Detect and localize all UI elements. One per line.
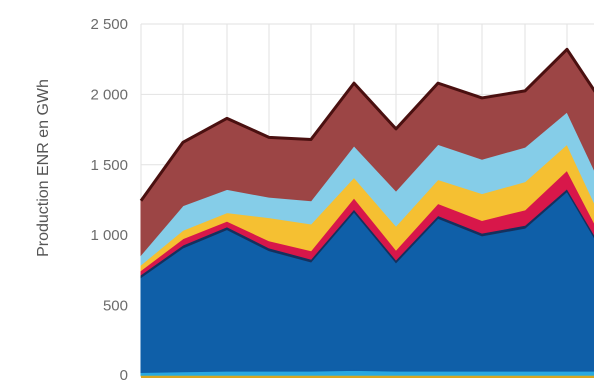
y-tick-label-1: 500	[103, 298, 128, 315]
y-tick-label-5: 2 500	[90, 16, 128, 33]
y-tick-label-3: 1 500	[90, 157, 128, 174]
y-tick-label-2: 1 000	[90, 227, 128, 244]
total-line	[139, 47, 594, 202]
y-tick-label-4: 2 000	[90, 86, 128, 103]
y-axis-ticks: 0 500 1 000 1 500 2 000 2 500	[90, 16, 128, 382]
y-tick-label-0: 0	[120, 367, 128, 382]
total-outline	[139, 47, 594, 378]
series-areas	[140, 48, 594, 377]
y-axis-label: Production ENR en GWh	[35, 79, 52, 257]
